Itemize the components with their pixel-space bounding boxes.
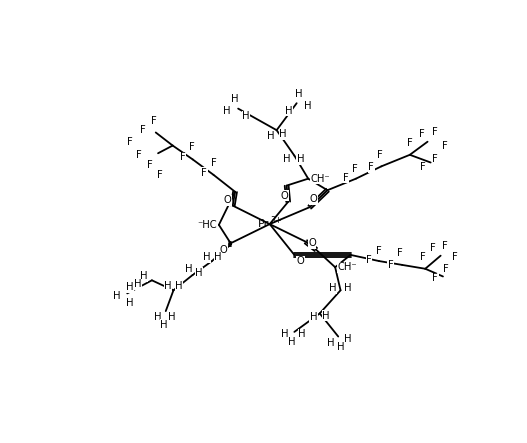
Text: F: F — [432, 273, 438, 283]
Text: H: H — [214, 252, 222, 262]
Text: H: H — [305, 101, 312, 110]
Text: Pr: Pr — [258, 219, 270, 229]
Text: H: H — [126, 282, 133, 292]
Text: O: O — [308, 238, 316, 249]
Text: F: F — [368, 162, 374, 172]
Text: H: H — [279, 129, 287, 139]
Text: H: H — [154, 312, 162, 322]
Text: F: F — [388, 260, 394, 270]
Text: F: F — [201, 167, 207, 178]
Text: H: H — [160, 320, 168, 330]
Text: O: O — [297, 256, 305, 266]
Text: F: F — [418, 129, 424, 139]
Text: H: H — [126, 298, 133, 307]
Text: F: F — [352, 163, 358, 174]
Text: F: F — [180, 152, 186, 162]
Text: O: O — [280, 190, 288, 201]
Text: F: F — [443, 264, 449, 274]
Text: F: F — [420, 252, 426, 262]
Text: F: F — [151, 116, 157, 126]
Text: F: F — [377, 150, 383, 160]
Text: H: H — [345, 283, 352, 293]
Text: H: H — [175, 281, 182, 291]
Text: H: H — [322, 311, 330, 321]
Text: CH⁻: CH⁻ — [337, 262, 357, 272]
Text: H: H — [242, 111, 250, 121]
Text: H: H — [140, 272, 148, 281]
Text: H: H — [223, 106, 230, 116]
Text: F: F — [136, 150, 142, 160]
Text: H: H — [168, 312, 175, 322]
Text: O: O — [223, 195, 231, 205]
Text: F: F — [442, 140, 447, 151]
Text: H: H — [297, 155, 304, 164]
Text: H: H — [329, 283, 337, 293]
Text: F: F — [128, 137, 133, 147]
Text: F: F — [430, 243, 436, 253]
Text: ⁻HC: ⁻HC — [197, 220, 217, 230]
Text: H: H — [310, 312, 317, 322]
Text: H: H — [164, 281, 172, 291]
Text: F: F — [452, 252, 457, 262]
Text: F: F — [211, 158, 217, 168]
Text: F: F — [432, 155, 438, 164]
Text: F: F — [189, 142, 195, 152]
Text: F: F — [407, 138, 413, 148]
Text: H: H — [267, 131, 274, 141]
Text: F: F — [432, 128, 437, 137]
Text: H: H — [134, 279, 142, 289]
Text: H: H — [288, 337, 296, 347]
Text: H: H — [298, 329, 306, 339]
Text: 3+: 3+ — [270, 216, 282, 225]
Text: H: H — [295, 89, 302, 99]
Text: F: F — [442, 241, 447, 251]
Text: H: H — [337, 342, 344, 352]
Text: F: F — [376, 246, 382, 256]
Text: H: H — [113, 291, 121, 301]
Text: O: O — [310, 194, 317, 205]
Text: F: F — [397, 249, 403, 258]
Text: F: F — [366, 255, 372, 264]
Text: H: H — [285, 106, 292, 116]
Text: F: F — [157, 170, 162, 180]
Text: H: H — [280, 329, 288, 339]
Text: F: F — [140, 125, 145, 135]
Text: F: F — [420, 162, 426, 172]
Text: H: H — [230, 94, 238, 105]
Text: H: H — [195, 268, 202, 278]
Text: H: H — [203, 252, 210, 262]
Text: F: F — [343, 173, 349, 183]
Text: CH⁻: CH⁻ — [310, 174, 330, 184]
Text: F: F — [148, 160, 153, 170]
Text: H: H — [283, 155, 290, 164]
Text: H: H — [185, 264, 192, 274]
Text: O: O — [220, 245, 227, 255]
Text: H: H — [345, 334, 352, 344]
Text: H: H — [327, 338, 334, 348]
